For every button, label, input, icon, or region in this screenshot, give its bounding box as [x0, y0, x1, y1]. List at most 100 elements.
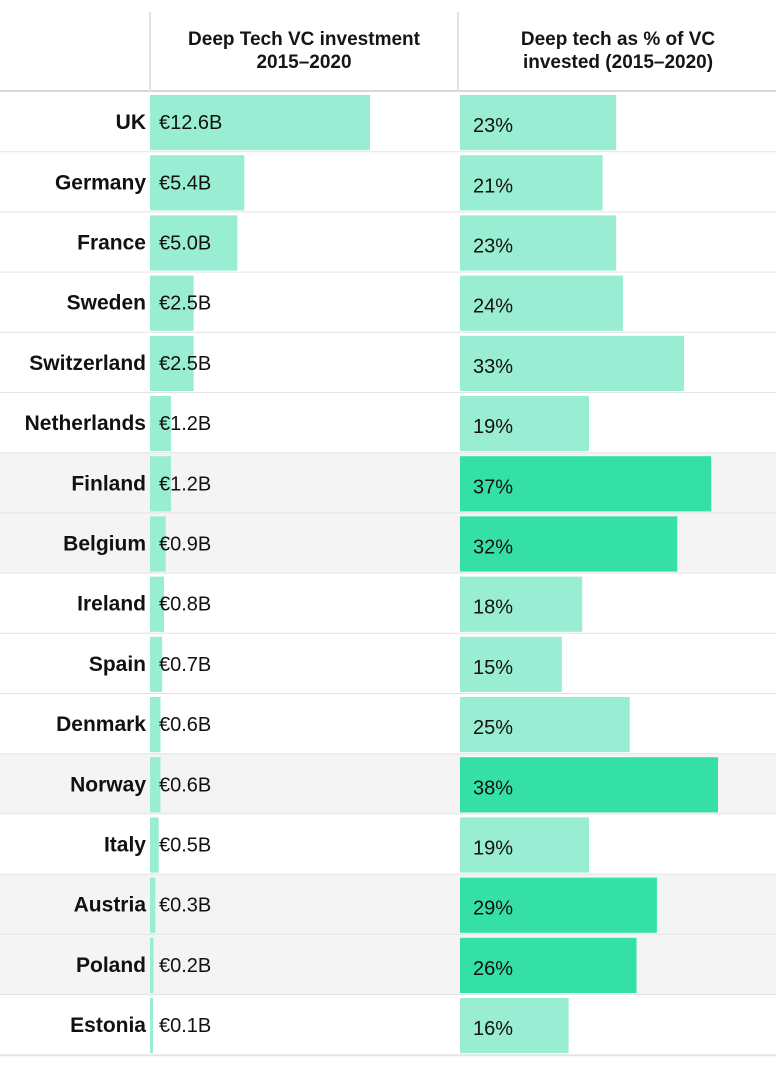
country-label: Finland [71, 472, 146, 495]
investment-bar [150, 95, 370, 151]
share-bar [460, 636, 562, 692]
row-background [0, 694, 776, 755]
investment-value: €5.0B [159, 233, 211, 255]
investment-bar [150, 275, 194, 331]
investment-bar [150, 757, 161, 813]
investment-value: €0.8B [159, 594, 211, 616]
header-investment: Deep Tech VC investment 2015–2020 [150, 28, 458, 74]
row-background [0, 212, 776, 273]
share-value: 21% [473, 175, 513, 197]
country-label: Spain [89, 653, 146, 676]
share-value: 23% [473, 236, 513, 258]
table-row: Ireland €0.8B 18% [0, 573, 776, 635]
investment-value: €2.5B [159, 293, 211, 315]
investment-bar [150, 215, 238, 271]
header-share-line1: Deep tech as % of VC [520, 29, 716, 50]
share-bar [460, 516, 678, 572]
investment-bar [150, 998, 153, 1054]
country-label: Sweden [67, 292, 146, 315]
investment-value: €0.3B [159, 895, 211, 917]
country-label: Estonia [70, 1014, 146, 1037]
share-value: 18% [473, 597, 513, 619]
share-bar [460, 998, 569, 1054]
table-row: Spain €0.7B 15% [0, 633, 776, 695]
investment-value: €0.1B [159, 1015, 211, 1037]
share-bar [460, 576, 583, 632]
investment-bar [150, 697, 161, 753]
country-label: Norway [70, 773, 146, 796]
investment-bar [150, 456, 171, 512]
investment-bar [150, 516, 166, 572]
header-share: Deep tech as % of VC invested (2015–2020… [460, 28, 776, 74]
row-background [0, 934, 776, 995]
investment-value: €0.5B [159, 835, 211, 857]
share-value: 23% [473, 115, 513, 137]
investment-bar [150, 576, 164, 632]
row-background [0, 814, 776, 875]
share-bar [460, 155, 603, 211]
investment-value: €2.5B [159, 353, 211, 375]
table-row: Netherlands €1.2B 19% [0, 393, 776, 455]
row-background [0, 152, 776, 213]
header-investment-line2: 2015–2020 [256, 52, 352, 73]
investment-bar [150, 155, 245, 211]
share-bar [460, 697, 630, 753]
row-background [0, 92, 776, 153]
share-value: 37% [473, 476, 513, 498]
country-label: Germany [55, 171, 146, 194]
share-value: 24% [473, 296, 513, 318]
header-investment-line1: Deep Tech VC investment [188, 29, 420, 50]
investment-value: €0.9B [159, 534, 211, 556]
country-label: Italy [104, 834, 146, 857]
header-share-line2: invested (2015–2020) [522, 52, 714, 73]
investment-bar [150, 335, 194, 391]
share-value: 16% [473, 1018, 513, 1040]
country-label: Poland [76, 954, 146, 977]
table-row: Denmark €0.6B 25% [0, 694, 776, 756]
investment-bar [150, 877, 156, 933]
investment-bar [150, 636, 163, 692]
share-bar [460, 95, 617, 151]
share-bar [460, 456, 712, 512]
share-value: 25% [473, 717, 513, 739]
share-value: 32% [473, 537, 513, 559]
country-label: Ireland [77, 593, 146, 616]
table-row: Switzerland €2.5B 33% [0, 332, 776, 394]
share-bar [460, 877, 657, 933]
share-value: 33% [473, 356, 513, 378]
country-label: UK [116, 111, 146, 134]
share-bar [460, 335, 685, 391]
row-background [0, 272, 776, 333]
investment-bar [150, 937, 154, 993]
table-row: Estonia €0.1B 16% [0, 995, 776, 1057]
table-row: Finland €1.2B 37% [0, 453, 776, 515]
investment-value: €0.2B [159, 955, 211, 977]
share-value: 38% [473, 777, 513, 799]
share-bar [460, 937, 637, 993]
investment-value: €0.6B [159, 774, 211, 796]
investment-value: €1.2B [159, 473, 211, 495]
investment-value: €1.2B [159, 413, 211, 435]
country-label: Belgium [63, 533, 146, 556]
share-value: 19% [473, 838, 513, 860]
table-row: Norway €0.6B 38% [0, 754, 776, 816]
share-bar [460, 396, 589, 452]
country-label: Switzerland [29, 352, 146, 375]
share-bar [460, 215, 617, 271]
country-label: Denmark [56, 713, 146, 736]
row-background [0, 633, 776, 694]
investment-value: €12.6B [159, 112, 222, 134]
row-background [0, 573, 776, 634]
investment-value: €5.4B [159, 172, 211, 194]
share-bar [460, 757, 718, 813]
investment-value: €0.7B [159, 654, 211, 676]
row-background [0, 393, 776, 454]
share-bar [460, 817, 589, 873]
investment-bar [150, 817, 159, 873]
share-bar [460, 275, 623, 331]
table-row: UK €12.6B 23% [0, 92, 776, 154]
investment-value: €0.6B [159, 714, 211, 736]
row-background [0, 995, 776, 1056]
country-label: France [77, 232, 146, 255]
